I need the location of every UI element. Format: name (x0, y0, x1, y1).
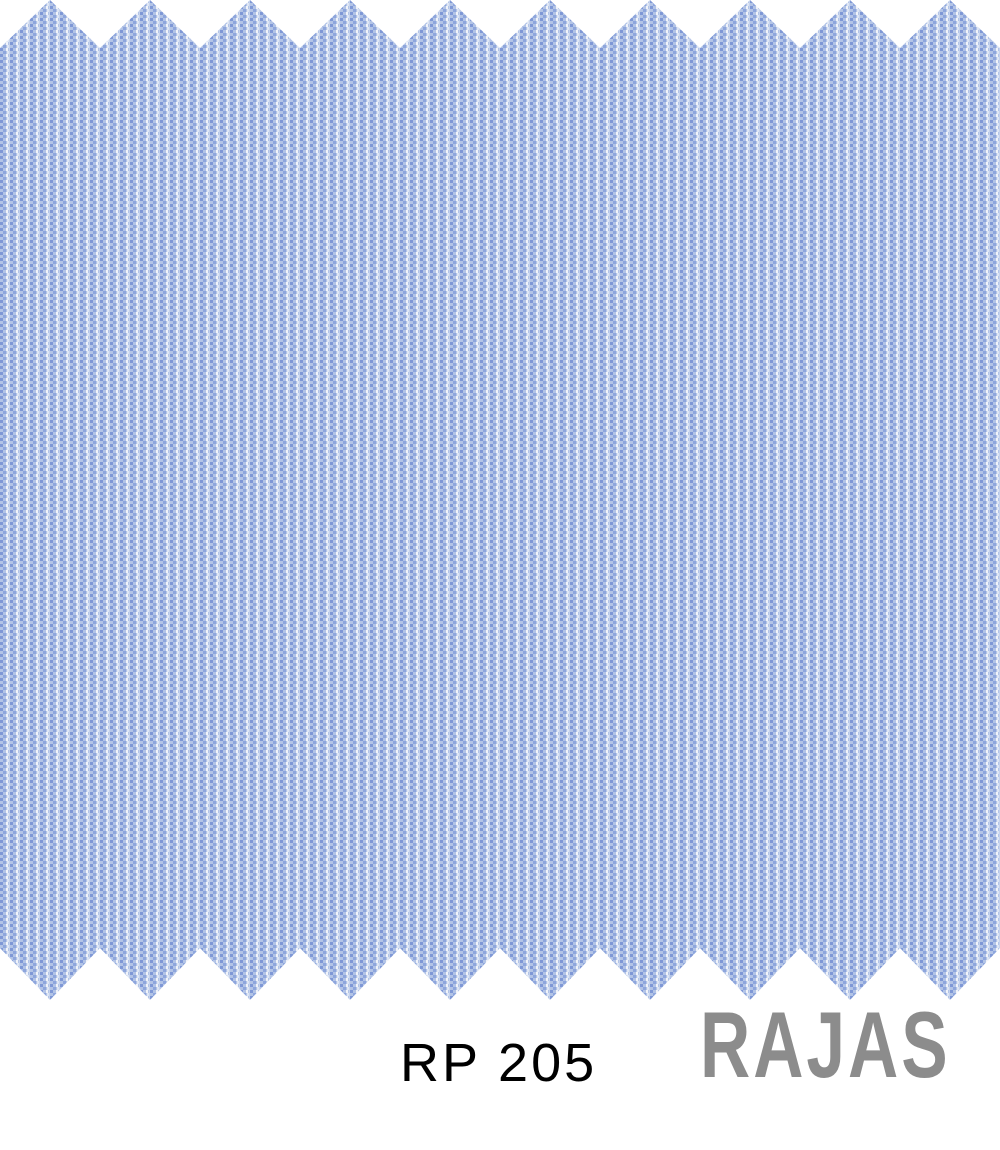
swatch-fabric (0, 0, 1000, 1000)
product-code: RP 205 (400, 1033, 598, 1093)
fabric-swatch (0, 0, 1000, 1000)
brand-logo: RAJAS (700, 992, 951, 1097)
